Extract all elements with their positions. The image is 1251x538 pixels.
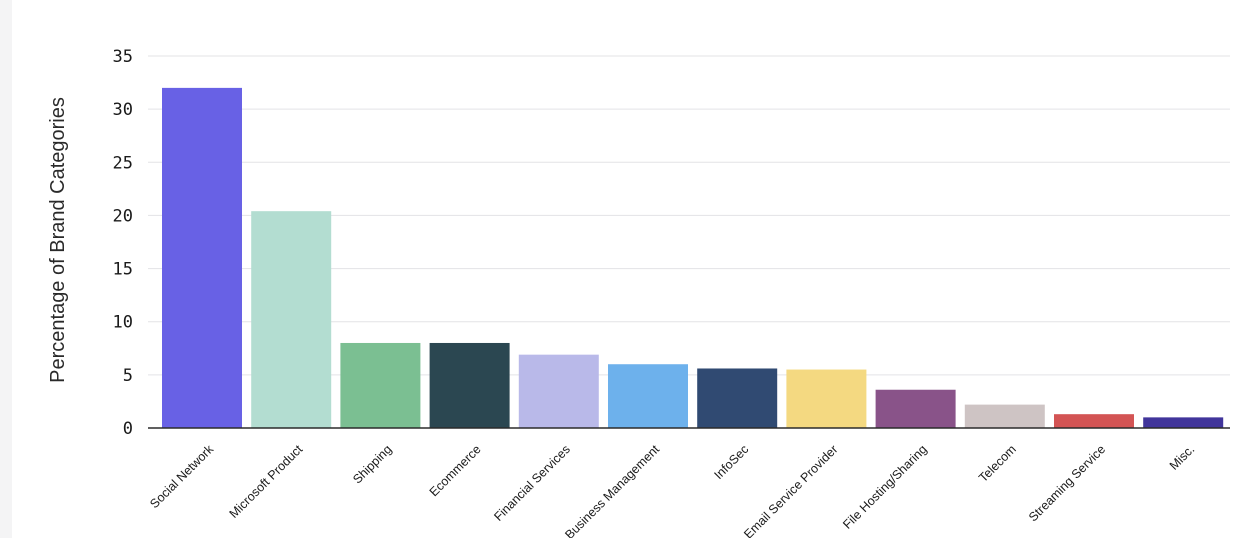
y-axis-ticks: 0 5 10 15 20 25 30 35 bbox=[113, 47, 133, 439]
y-tick-label: 35 bbox=[113, 47, 133, 67]
x-tick-label: InfoSec bbox=[711, 442, 751, 482]
bar-misc bbox=[1143, 417, 1224, 428]
bar-file-hosting-sharing bbox=[875, 389, 956, 428]
bar-ecommerce bbox=[429, 342, 510, 428]
y-axis-title: Percentage of Brand Categories bbox=[47, 97, 69, 383]
bar-business-management bbox=[608, 364, 688, 428]
y-tick-label: 0 bbox=[123, 419, 133, 439]
bar-telecom bbox=[964, 404, 1045, 428]
x-axis-ticks: Social Network Microsoft Product Shipping E… bbox=[147, 442, 1197, 538]
x-tick-label: Microsoft Product bbox=[227, 442, 306, 521]
bar-chart: 0 5 10 15 20 25 30 35 Social Network Microsoft P… bbox=[47, 47, 1230, 538]
x-tick-label: Financial Services bbox=[491, 442, 573, 524]
x-tick-label: Ecommerce bbox=[427, 442, 484, 499]
y-tick-label: 5 bbox=[123, 366, 133, 386]
bar-shipping bbox=[340, 342, 421, 428]
y-tick-label: 25 bbox=[113, 153, 133, 173]
bar-social-network bbox=[162, 87, 242, 428]
x-tick-label: Business Management bbox=[562, 442, 662, 538]
bar-streaming-service bbox=[1054, 414, 1134, 428]
x-tick-label: Telecom bbox=[976, 442, 1019, 485]
bar-financial-services bbox=[518, 354, 599, 428]
bars bbox=[162, 87, 1224, 428]
x-tick-label: Email Service Provider bbox=[741, 442, 840, 538]
y-tick-label: 10 bbox=[113, 313, 133, 333]
y-tick-label: 30 bbox=[113, 100, 133, 120]
x-tick-label: Social Network bbox=[147, 442, 216, 511]
y-tick-label: 15 bbox=[113, 260, 133, 280]
x-tick-label: File Hosting/Sharing bbox=[840, 442, 930, 532]
x-tick-label: Streaming Service bbox=[1026, 442, 1108, 524]
chart-card: 0 5 10 15 20 25 30 35 Social Network Microsoft P… bbox=[12, 0, 1251, 538]
x-tick-label: Shipping bbox=[350, 442, 394, 486]
bar-email-service-provider bbox=[786, 369, 867, 428]
y-tick-label: 20 bbox=[113, 206, 133, 226]
x-tick-label: Misc. bbox=[1167, 442, 1198, 473]
bar-microsoft-product bbox=[251, 211, 332, 428]
bar-infosec bbox=[697, 368, 778, 428]
